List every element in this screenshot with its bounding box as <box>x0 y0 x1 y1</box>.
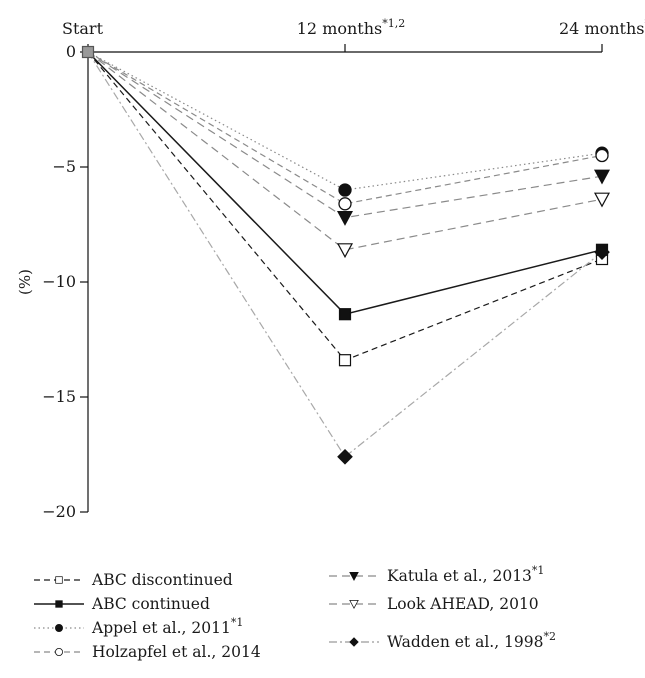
data-point <box>339 184 351 196</box>
x-category-label-text: Start <box>62 19 104 38</box>
legend: ABC discontinued ABC continued Appel et al… <box>34 564 556 661</box>
legend-item: Look AHEAD, 2010 <box>329 595 539 613</box>
legend-marker <box>350 638 358 646</box>
data-point <box>339 198 351 210</box>
legend-item: Appel et al., 2011*1 <box>34 616 243 637</box>
legend-marker <box>55 648 62 655</box>
legend-label: ABC continued <box>91 595 210 613</box>
data-point <box>595 193 609 206</box>
y-tick-label: −10 <box>42 272 76 291</box>
legend-item: Katula et al., 2013*1 <box>329 564 544 585</box>
series-line <box>88 52 602 314</box>
legend-label-text: Look AHEAD, 2010 <box>387 595 539 613</box>
legend-label: Holzapfel et al., 2014 <box>92 643 261 661</box>
legend-item: Holzapfel et al., 2014 <box>34 643 261 661</box>
legend-label: Katula et al., 2013*1 <box>387 564 544 585</box>
y-tick-label: −20 <box>42 502 76 521</box>
legend-label-text: ABC discontinued <box>91 571 233 589</box>
legend-label-superscript: *2 <box>544 630 557 643</box>
legend-item: ABC continued <box>34 595 210 613</box>
data-point <box>340 309 351 320</box>
y-tick-label: 0 <box>66 42 76 61</box>
legend-label-superscript: *1 <box>231 616 244 629</box>
data-point <box>338 450 352 464</box>
legend-label-text: ABC continued <box>91 595 210 613</box>
data-point <box>338 244 352 257</box>
x-category-label-text: 24 months <box>559 19 645 38</box>
legend-marker <box>55 624 62 631</box>
x-category-label: 24 months*2 <box>559 17 645 38</box>
data-point <box>340 355 351 366</box>
series-line <box>88 52 602 190</box>
series-line <box>88 52 602 204</box>
legend-marker <box>56 601 63 608</box>
y-axis-label: (%) <box>16 269 34 295</box>
legend-marker <box>56 577 63 584</box>
legend-label-text: Wadden et al., 1998 <box>387 633 544 651</box>
x-category-label: Start <box>62 19 104 38</box>
legend-label: Look AHEAD, 2010 <box>387 595 539 613</box>
start-point-marker <box>83 47 94 58</box>
legend-label: ABC discontinued <box>91 571 233 589</box>
legend-label-superscript: *1 <box>532 564 545 577</box>
data-point <box>338 212 352 225</box>
legend-label-text: Appel et al., 2011 <box>91 619 231 637</box>
legend-label: Wadden et al., 1998*2 <box>387 630 556 651</box>
legend-label-text: Katula et al., 2013 <box>387 567 532 585</box>
legend-item: Wadden et al., 1998*2 <box>329 630 556 651</box>
x-category-label: 12 months*1,2 <box>297 17 406 38</box>
data-point <box>596 150 608 162</box>
y-tick-label: −5 <box>52 157 76 176</box>
legend-label-text: Holzapfel et al., 2014 <box>92 643 261 661</box>
x-category-label-text: 12 months <box>297 19 383 38</box>
legend-item: ABC discontinued <box>34 571 233 589</box>
legend-label: Appel et al., 2011*1 <box>91 616 243 637</box>
x-category-label-superscript: *1,2 <box>382 17 405 30</box>
y-tick-label: −15 <box>42 387 76 406</box>
